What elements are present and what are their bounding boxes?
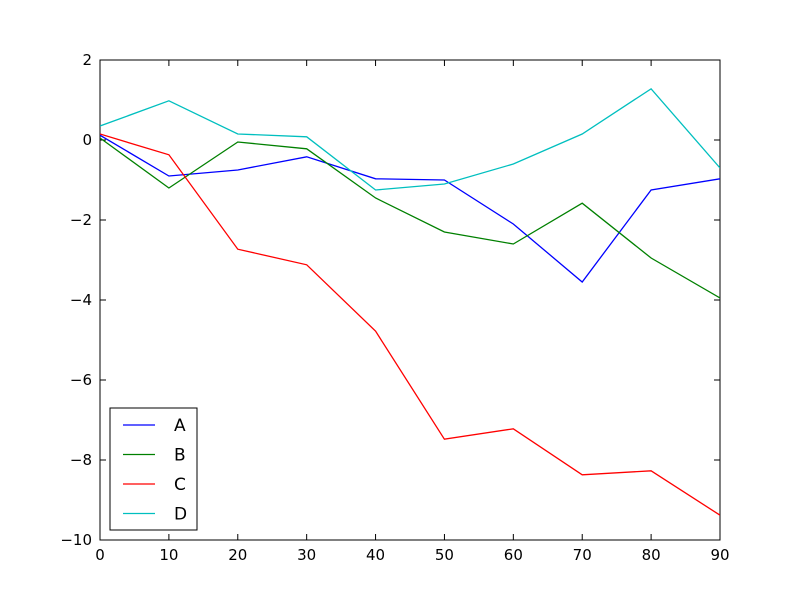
legend-box [109, 407, 198, 531]
y-tick-label: −8 [70, 451, 92, 469]
x-tick-label: 60 [504, 546, 523, 564]
y-tick-label: −6 [70, 371, 92, 389]
x-tick-label: 0 [95, 546, 105, 564]
y-tick-label: 0 [82, 131, 92, 149]
legend-label-c: C [174, 475, 186, 495]
x-tick-label: 80 [642, 546, 661, 564]
series-line-a [100, 134, 720, 283]
y-tick-label: −4 [70, 291, 92, 309]
legend-label-b: B [174, 446, 186, 466]
x-tick-label: 30 [297, 546, 316, 564]
y-tick-label: −10 [60, 531, 92, 549]
x-tick-label: 70 [573, 546, 592, 564]
series-line-b [100, 137, 720, 299]
y-tick-label: −2 [70, 211, 92, 229]
x-tick-label: 50 [435, 546, 454, 564]
legend-label-a: A [174, 416, 186, 436]
plot-frame [99, 59, 721, 541]
x-tick-label: 40 [366, 546, 385, 564]
x-tick-label: 10 [159, 546, 178, 564]
x-tick-label: 90 [710, 546, 729, 564]
series-line-d [100, 87, 720, 191]
y-tick-label: 2 [82, 51, 92, 69]
legend-label-d: D [174, 505, 187, 525]
x-tick-label: 20 [228, 546, 247, 564]
series-line-c [100, 133, 720, 516]
